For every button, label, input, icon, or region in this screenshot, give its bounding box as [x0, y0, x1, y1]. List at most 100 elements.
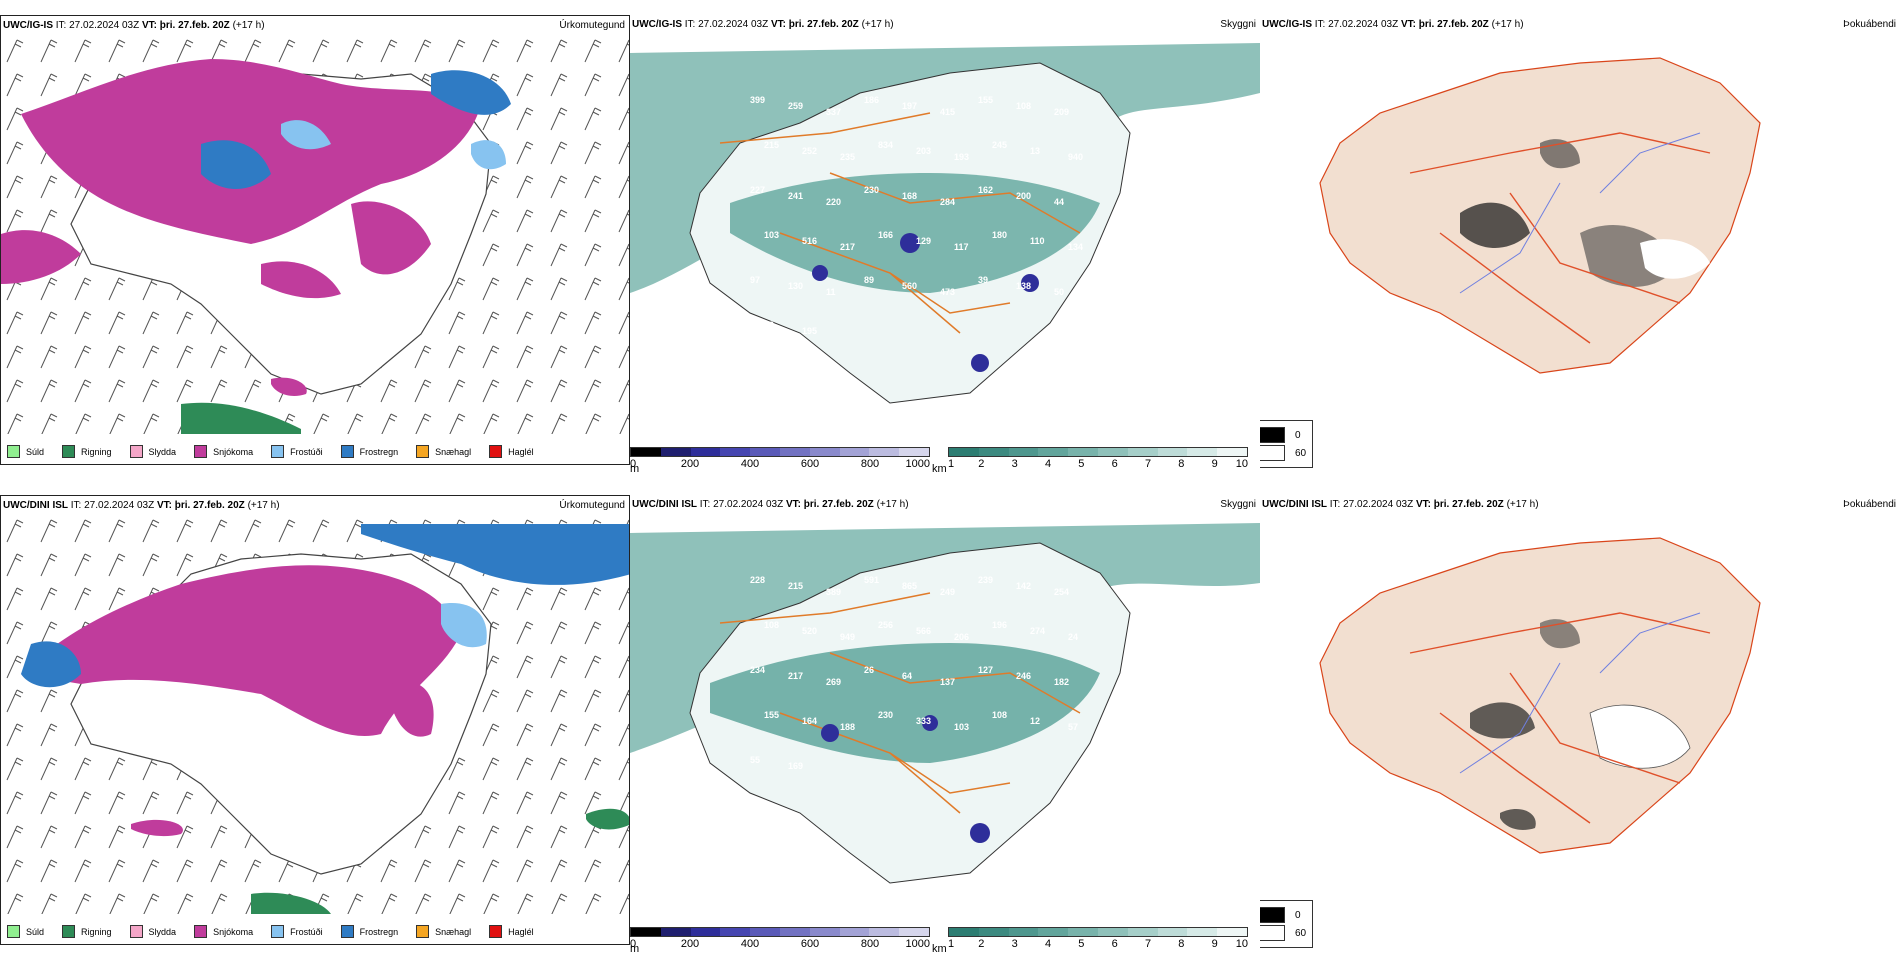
- legend-swatch: [129, 925, 143, 938]
- scale-tick: 10: [1235, 458, 1248, 470]
- legend-swatch: [1260, 427, 1285, 443]
- precip-legend-item: Haglél: [489, 445, 534, 458]
- cloud-base-label: 591: [864, 575, 879, 585]
- cloud-base-label: 217: [788, 671, 803, 681]
- panel-header: UWC/IG-IS IT: 27.02.2024 03Z VT: þri. 27…: [3, 20, 265, 31]
- cloud-base-label: 256: [878, 620, 893, 630]
- cloud-base-label: 415: [940, 107, 955, 117]
- cloud-base-label: 26: [864, 665, 874, 675]
- scale-swatch: [779, 928, 810, 936]
- cloud-base-label: 473: [940, 287, 955, 297]
- panel-title: Þokuábendi: [1843, 19, 1896, 30]
- legend-label: Snæhagl: [435, 926, 472, 937]
- cloud-base-label: 44: [1054, 197, 1064, 207]
- scale-tick: 8: [1178, 938, 1185, 950]
- cloud-base-label: 940: [1068, 152, 1083, 162]
- scale-tick: 600: [800, 938, 820, 950]
- scale-swatch: [1097, 928, 1128, 936]
- cloud-base-label: 97: [750, 275, 760, 285]
- precip-legend: Súld Rigning Slydda Snjókoma Frostúði Frostre…: [7, 925, 534, 938]
- panel-header: UWC/DINI ISL IT: 27.02.2024 03Z VT: þri.…: [1262, 499, 1539, 510]
- scale-tick: 1: [948, 938, 955, 950]
- cloud-base-label: 142: [1016, 581, 1031, 591]
- ceiling-scale: 0 200 400 600 800 1000: [630, 927, 930, 951]
- cloud-base-label: 64: [902, 671, 912, 681]
- cloud-base-label: 234: [750, 665, 765, 675]
- cloud-base-label: 274: [1030, 626, 1045, 636]
- cloud-base-label: 89: [864, 275, 874, 285]
- legend-label: Súld: [26, 446, 45, 457]
- scale-swatch: [1008, 448, 1039, 456]
- legend-label: Snjókoma: [213, 446, 254, 457]
- scale-swatch: [839, 448, 870, 456]
- precip-legend-item: Slydda: [129, 925, 176, 938]
- scale-tick: 9: [1211, 458, 1218, 470]
- scale-swatch: [1187, 448, 1218, 456]
- fog-legend: 0 60: [1260, 900, 1314, 948]
- legend-swatch: [1260, 907, 1285, 923]
- cloud-base-label: 110: [1030, 236, 1045, 246]
- scale-tick: 600: [800, 458, 820, 470]
- cloud-base-label: 127: [978, 665, 993, 675]
- legend-label: Snjókoma: [213, 926, 254, 937]
- cloud-base-label: 130: [788, 281, 803, 291]
- cloud-base-label: 516: [802, 236, 817, 246]
- scale-tick: 3: [1011, 938, 1018, 950]
- cloud-base-label: 834: [878, 140, 893, 150]
- cloud-base-label: 284: [940, 197, 955, 207]
- scale-swatch: [1187, 928, 1218, 936]
- ceiling-scale: 0 200 400 600 800 1000: [630, 447, 930, 471]
- legend-swatch: [340, 445, 354, 458]
- legend-label: Frostúði: [290, 446, 323, 457]
- cloud-base-label: 182: [1054, 677, 1069, 687]
- precip-legend-item: Snjókoma: [194, 445, 253, 458]
- scale-tick: 1000: [905, 458, 930, 470]
- scale-tick: 6: [1111, 938, 1118, 950]
- scale-swatch: [899, 448, 929, 456]
- cloud-base-label: 566: [916, 626, 931, 636]
- cloud-base-label: 103: [954, 722, 969, 732]
- precip-legend-item: Frostúði: [271, 445, 323, 458]
- visibility-panel-2: UWC/DINI ISL IT: 27.02.2024 03Z VT: þri.…: [630, 495, 1260, 955]
- cloud-base-label: 186: [864, 95, 879, 105]
- panel-title: Úrkomutegund: [559, 500, 625, 511]
- cloud-base-label: 949: [840, 632, 855, 642]
- cloud-base-label: 108: [992, 710, 1007, 720]
- cloud-base-label: 399: [750, 95, 765, 105]
- legend-swatch: [129, 445, 143, 458]
- panel-header: UWC/DINI ISL IT: 27.02.2024 03Z VT: þri.…: [632, 499, 909, 510]
- scale-swatch: [1157, 448, 1188, 456]
- cloud-base-label: 57: [1068, 722, 1078, 732]
- cloud-base-label: 230: [864, 185, 879, 195]
- legend-swatch: [7, 445, 20, 458]
- cloud-base-label: 13: [1030, 146, 1040, 156]
- cloud-base-label: 220: [826, 197, 841, 207]
- scale-swatch: [1217, 448, 1247, 456]
- legend-swatch: [62, 925, 76, 938]
- cloud-base-label: 246: [1016, 671, 1031, 681]
- legend-swatch: [194, 445, 208, 458]
- scale-swatch: [869, 928, 900, 936]
- scale-swatch: [899, 928, 929, 936]
- scale-swatch: [839, 928, 870, 936]
- scale-tick: 800: [860, 938, 880, 950]
- scale-swatch: [631, 928, 661, 936]
- legend-label: 0: [1295, 909, 1301, 921]
- cloud-base-label: 166: [878, 230, 893, 240]
- scale-tick: 400: [740, 458, 760, 470]
- visibility-unit: km: [932, 463, 947, 475]
- legend-label: 60: [1295, 927, 1307, 939]
- legend-label: 0: [1295, 429, 1301, 441]
- legend-swatch: [489, 925, 503, 938]
- scale-swatch: [779, 448, 810, 456]
- cloud-base-label: 193: [954, 152, 969, 162]
- cloud-base-label: 196: [992, 620, 1007, 630]
- precip-map: [1, 514, 629, 914]
- cloud-base-label: 209: [1054, 107, 1069, 117]
- precip-legend-item: Snjókoma: [194, 925, 253, 938]
- fog-legend: 0 60: [1260, 420, 1314, 468]
- visibility-panel-1: UWC/IG-IS IT: 27.02.2024 03Z VT: þri. 27…: [630, 15, 1260, 475]
- scale-swatch: [949, 448, 979, 456]
- cloud-base-label: 39: [978, 275, 988, 285]
- cloud-base-label: 254: [1054, 587, 1069, 597]
